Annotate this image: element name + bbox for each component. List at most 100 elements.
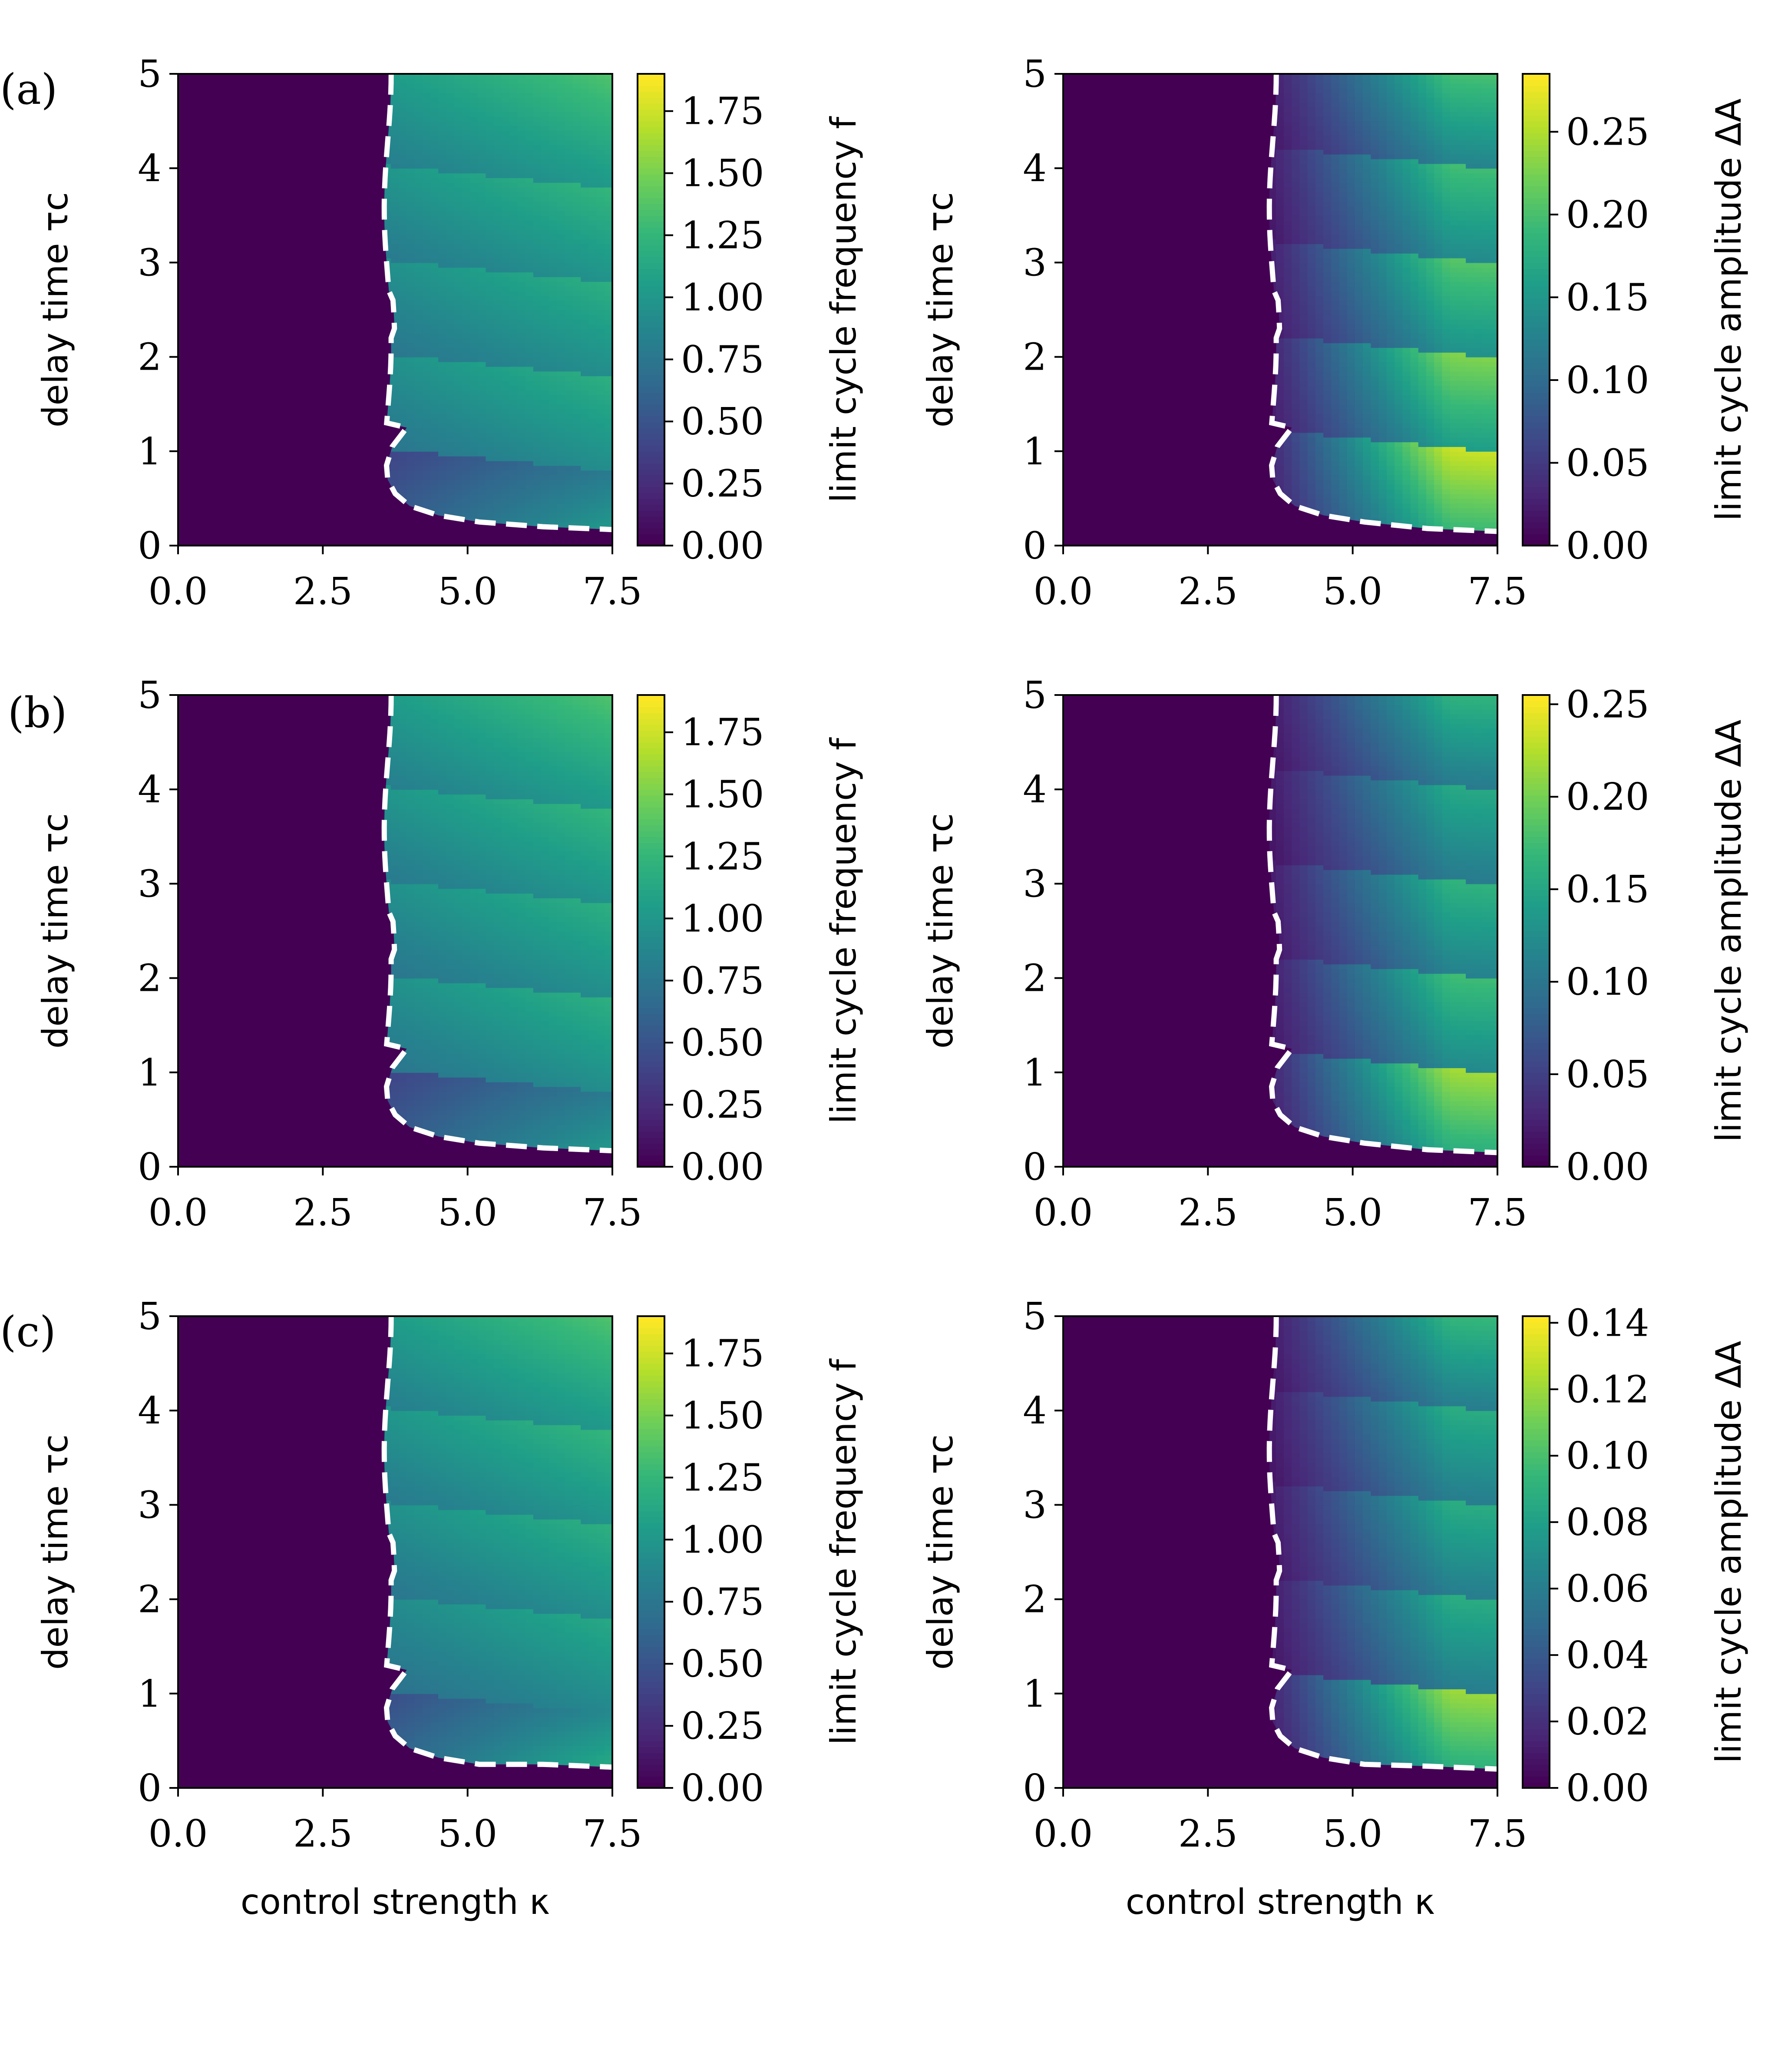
heatmap-cell [1276, 338, 1284, 344]
heatmap-cell [572, 225, 582, 230]
heatmap-cell [509, 267, 518, 273]
heatmap-cell [572, 347, 582, 353]
heatmap-cell [430, 380, 439, 386]
heatmap-cell [557, 324, 565, 329]
heatmap-cell [588, 409, 597, 414]
heatmap-cell [525, 210, 534, 216]
heatmap-cell [1276, 376, 1284, 381]
heatmap-cell [588, 526, 597, 530]
heatmap-cell [462, 159, 470, 164]
heatmap-cell [604, 111, 612, 117]
heatmap-cell [438, 272, 447, 277]
heatmap-cell [1307, 187, 1316, 192]
heatmap-cell [478, 286, 486, 291]
heatmap-cell [478, 234, 486, 240]
heatmap-cell [1331, 305, 1340, 310]
heatmap-cell [557, 262, 565, 268]
heatmap-cell [565, 196, 573, 202]
heatmap-cell [406, 376, 415, 381]
heatmap-cell [470, 267, 479, 273]
heatmap-cell [509, 239, 518, 244]
heatmap-cell [462, 390, 470, 395]
heatmap-cell [399, 116, 407, 122]
heatmap-cell [557, 517, 565, 523]
heatmap-cell [486, 163, 494, 169]
heatmap-cell [1299, 352, 1308, 357]
heatmap-cell [438, 225, 447, 230]
heatmap-cell [430, 503, 439, 509]
heatmap-cell [422, 192, 431, 197]
heatmap-cell [572, 168, 582, 174]
heatmap-cell [565, 272, 573, 277]
heatmap-cell [572, 74, 582, 79]
heatmap-cell [1315, 182, 1324, 188]
heatmap-cell [1395, 154, 1403, 159]
heatmap-cell [454, 413, 463, 419]
heatmap-cell [1299, 376, 1308, 381]
heatmap-cell [454, 291, 463, 296]
heatmap-cell [581, 333, 589, 339]
heatmap-cell [588, 366, 597, 372]
colorbar-segment [638, 498, 664, 505]
heatmap-cell [1395, 503, 1403, 509]
heatmap-cell [1363, 493, 1372, 499]
heatmap-cell [509, 192, 518, 197]
heatmap-cell [454, 116, 463, 122]
heatmap-cell [430, 319, 439, 324]
heatmap-cell [501, 149, 510, 155]
heatmap-cell [533, 210, 542, 216]
heatmap-cell [430, 74, 439, 79]
heatmap-cell [1292, 182, 1300, 188]
heatmap-cell [604, 390, 612, 395]
heatmap-cell [446, 93, 455, 98]
heatmap-cell [406, 253, 415, 258]
heatmap-cell [501, 418, 510, 424]
heatmap-cell [422, 267, 431, 273]
heatmap-cell [525, 404, 534, 410]
heatmap-cell [478, 272, 486, 277]
heatmap-cell [422, 83, 431, 89]
heatmap-cell [1355, 78, 1364, 84]
heatmap-cell [1395, 390, 1403, 395]
heatmap-cell [422, 432, 431, 438]
heatmap-cell [541, 163, 550, 169]
heatmap-cell [438, 144, 447, 150]
heatmap-cell [588, 159, 597, 164]
heatmap-cell [581, 371, 589, 377]
heatmap-cell [549, 154, 558, 159]
heatmap-cell [1378, 399, 1387, 405]
heatmap-cell [422, 281, 431, 287]
heatmap-cell [1347, 220, 1355, 225]
heatmap-cell [493, 394, 502, 400]
heatmap-cell [1299, 215, 1308, 221]
heatmap-cell [486, 357, 494, 362]
heatmap-cell [414, 177, 423, 183]
heatmap-cell [596, 88, 605, 93]
heatmap-cell [1386, 272, 1395, 277]
heatmap-cell [572, 366, 582, 372]
heatmap-cell [406, 385, 415, 391]
heatmap-cell [414, 456, 423, 461]
heatmap-cell [1331, 465, 1340, 471]
heatmap-cell [1315, 295, 1324, 301]
heatmap-cell [1315, 93, 1324, 98]
colorbar-tick-label: 1.25 [681, 214, 764, 258]
heatmap-cell [501, 480, 510, 485]
heatmap-cell [1363, 475, 1372, 480]
heatmap-cell [414, 357, 423, 362]
heatmap-cell [486, 513, 494, 518]
heatmap-cell [478, 78, 486, 84]
heatmap-cell [406, 88, 415, 93]
heatmap-cell [478, 451, 486, 457]
colorbar-segment [638, 398, 664, 405]
heatmap-cell [1331, 347, 1340, 353]
heatmap-cell [1269, 229, 1276, 235]
heatmap-cell [446, 130, 455, 136]
heatmap-cell [1307, 159, 1316, 164]
heatmap-cell [572, 144, 582, 150]
heatmap-cell [1307, 225, 1316, 230]
heatmap-cell [1355, 371, 1364, 377]
heatmap-cell [1307, 116, 1316, 122]
heatmap-cell [525, 192, 534, 197]
heatmap-cell [462, 107, 470, 112]
